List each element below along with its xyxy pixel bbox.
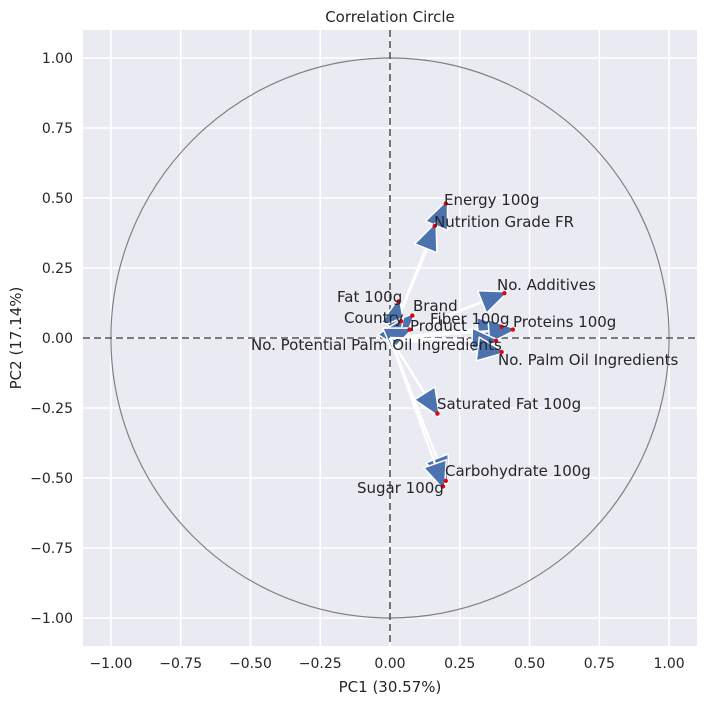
variable-marker (407, 327, 412, 332)
variable-marker (499, 324, 504, 329)
variable-label: Carbohydrate 100g (445, 462, 591, 480)
variable-marker (510, 327, 515, 332)
variable-label: Fiber 100g (430, 310, 510, 328)
arrow-head (487, 318, 518, 344)
arrow-head (413, 386, 441, 418)
variable-arrow (389, 336, 507, 362)
variable-label: Energy 100g (444, 191, 539, 209)
variable-marker (443, 201, 449, 206)
arrow-head (413, 221, 438, 254)
y-tick-label: 0.25 (42, 261, 73, 277)
y-tick-label: −0.25 (30, 401, 73, 417)
arrow-head (422, 459, 448, 491)
variable-label: Nutrition Grade FR (434, 213, 574, 231)
variable-label: Brand (413, 297, 458, 315)
x-tick-label: 0.00 (374, 656, 405, 672)
variable-label: No. Additives (497, 276, 596, 294)
y-tick-label: −0.75 (30, 541, 73, 557)
plot-area: Energy 100g Nutrition Grade FR No. Additiv… (83, 30, 697, 646)
variable-marker (502, 291, 507, 296)
chart-title: Correlation Circle (325, 8, 455, 26)
variable-label: Sugar 100g (357, 479, 444, 497)
arrow-head (475, 336, 507, 362)
x-tick-label: −0.75 (159, 656, 202, 672)
variable-arrow (388, 337, 448, 491)
variable-marker (440, 484, 446, 489)
variable-label: Product (410, 317, 467, 335)
variable-labels: Energy 100g Nutrition Grade FR No. Additiv… (251, 191, 679, 497)
x-axis-title: PC1 (30.57%) (339, 678, 442, 696)
x-tick-label: −0.50 (229, 656, 272, 672)
variable-label: No. Potential Palm Oil Ingredients (251, 336, 502, 354)
y-tick-label: 1.00 (42, 51, 73, 67)
variable-marker (443, 478, 449, 483)
x-tick-label: 1.00 (654, 656, 685, 672)
variable-marker (432, 223, 437, 229)
y-tick-label: −1.00 (30, 611, 73, 627)
x-tick-label: 0.50 (514, 656, 545, 672)
arrow-shaft (388, 337, 445, 487)
variable-label: Fat 100g (337, 288, 402, 306)
x-tick-label: −1.00 (89, 656, 132, 672)
variable-label: Saturated Fat 100g (437, 395, 581, 413)
x-tick-label: −0.25 (299, 656, 342, 672)
y-axis-title: PC2 (17.14%) (7, 287, 25, 390)
variable-marker (499, 349, 504, 355)
variable-label: Country (344, 309, 404, 327)
variable-markers (396, 201, 515, 489)
variable-marker (435, 411, 440, 416)
variable-arrow (389, 318, 518, 344)
y-tick-label: 0.00 (42, 331, 73, 347)
variable-arrow (388, 337, 441, 418)
variable-marker (396, 299, 401, 304)
arrow-head (476, 290, 509, 314)
variable-label: Proteins 100g (513, 313, 616, 331)
y-tick-label: 0.75 (42, 121, 73, 137)
x-tick-label: 0.75 (584, 656, 615, 672)
variable-marker (398, 319, 404, 324)
x-tick-label: 0.25 (444, 656, 475, 672)
plot-content: Energy 100g Nutrition Grade FR No. Additiv… (83, 30, 697, 646)
y-tick-label: 0.50 (42, 191, 73, 207)
variable-marker (410, 313, 415, 318)
variable-marker (493, 338, 499, 343)
y-tick-label: −0.50 (30, 471, 73, 487)
variable-label: No. Palm Oil Ingredients (498, 351, 679, 369)
